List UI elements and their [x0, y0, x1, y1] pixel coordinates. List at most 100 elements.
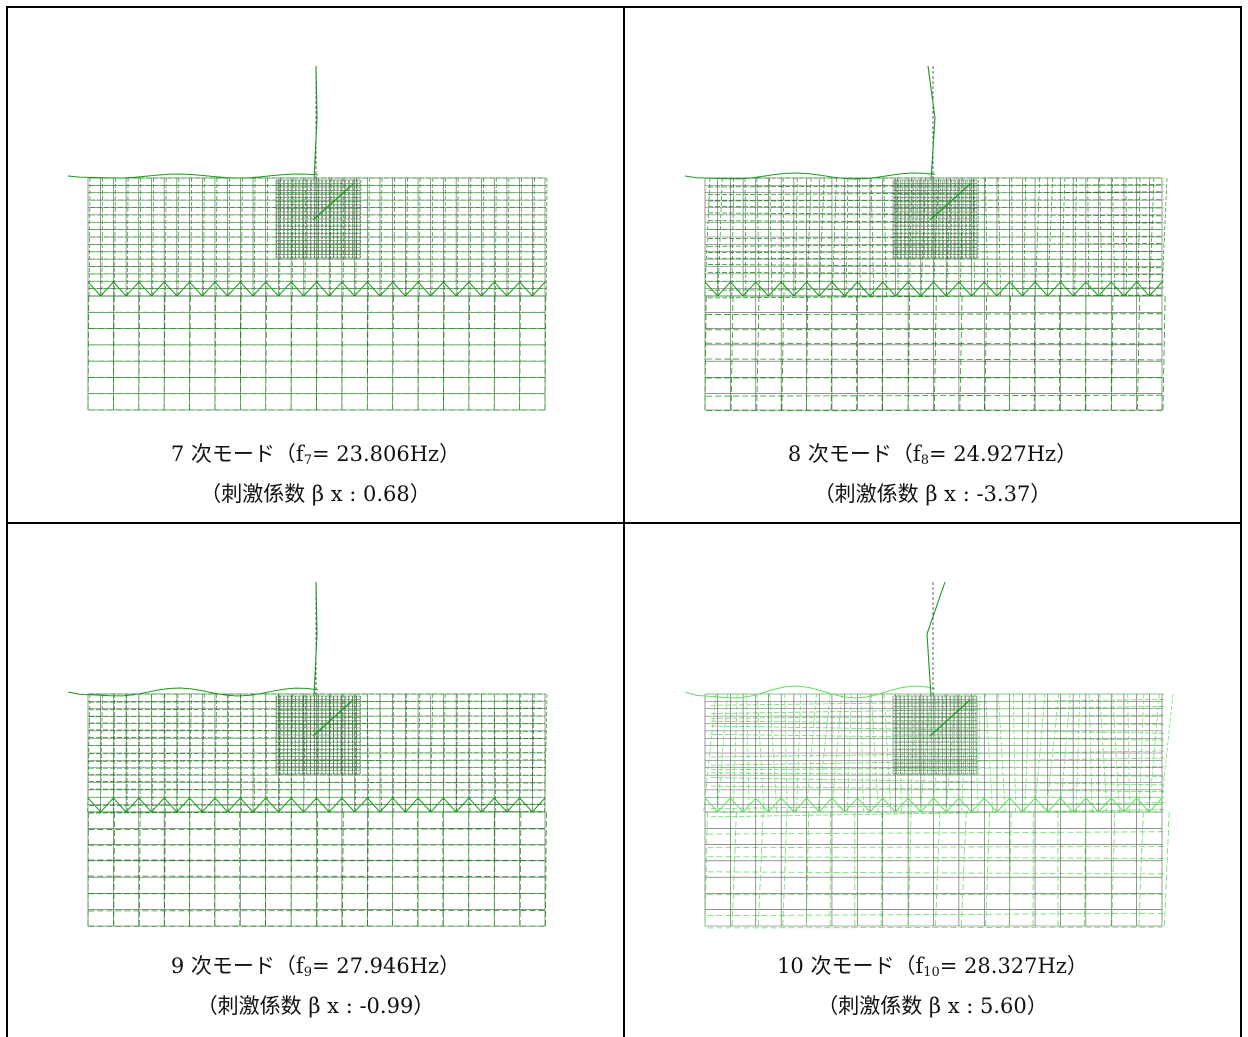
mesh-line-mode-shape — [241, 177, 243, 297]
mesh-line-mode-shape — [88, 788, 546, 791]
mesh-line-mode-shape — [1047, 177, 1054, 297]
mesh-line-mode-shape — [707, 264, 1164, 268]
mesh-line-mode-shape — [998, 693, 1006, 813]
mesh-line-mode-shape — [1111, 811, 1116, 927]
mesh-line-mode-shape — [730, 295, 734, 411]
mesh-line-mode-shape — [731, 811, 737, 927]
mesh-line-mode-shape — [520, 177, 522, 297]
mesh-line-mode-shape — [710, 720, 1166, 726]
structure-mesh-mode-shape — [928, 695, 931, 775]
transition-zigzag — [87, 797, 546, 813]
mesh-line-mode-shape — [1008, 811, 1012, 927]
ground-surface-mode-shape — [684, 685, 936, 699]
mesh-line-mode-shape — [316, 295, 318, 411]
mesh-line-mode-shape — [782, 177, 785, 297]
structure-mesh-mode-shape — [940, 695, 943, 775]
mesh-line-mode-shape — [1125, 177, 1127, 297]
mesh-line-mode-shape — [265, 295, 267, 411]
mesh-line-mode-shape — [418, 177, 421, 297]
mesh-line-mode-shape — [710, 766, 1166, 771]
mode-panel-7: 7 次モード（f7= 23.806Hz） （刺激係数 β x : 0.68） — [8, 8, 623, 522]
structure-mesh-mode-shape — [963, 695, 966, 775]
structure-mesh-mode-shape — [917, 695, 920, 775]
structure-mesh-mode-shape — [893, 179, 895, 259]
table-border-right — [1240, 6, 1242, 1037]
mesh-line-mode-shape — [531, 693, 535, 813]
mesh-line-mode-shape — [707, 856, 1164, 859]
mesh-line-mode-shape — [417, 693, 421, 813]
mesh-line-mode-shape — [379, 693, 382, 813]
mesh-line-mode-shape — [769, 693, 778, 813]
mesh-line-mode-shape — [710, 809, 1166, 818]
transition-zigzag — [704, 797, 1163, 813]
mesh-line-mode-shape — [707, 271, 1164, 276]
mesh-line-mode-shape — [1127, 693, 1131, 813]
mode-title-8: 8 次モード（f8= 24.927Hz） — [787, 442, 1078, 468]
mesh-line-mode-shape — [88, 752, 546, 755]
mesh-line-mode-shape — [1087, 177, 1090, 297]
mesh-line-mode-shape — [717, 693, 728, 813]
mesh-line-mode-shape — [164, 693, 166, 813]
mesh-line-mode-shape — [717, 177, 723, 297]
mesh-line-mode-shape — [138, 295, 140, 411]
table-border-middle-horizontal — [6, 522, 1242, 524]
mast-mode-shape — [313, 65, 318, 181]
mesh-line-mode-shape — [707, 926, 1164, 929]
mesh-line-mode-shape — [214, 295, 217, 411]
mesh-line-mode-shape — [870, 693, 879, 813]
mesh-line-mode-shape — [239, 295, 242, 411]
mesh-line-mode-shape — [805, 693, 817, 813]
mode-panel-8: 8 次モード（f8= 24.927Hz） （刺激係数 β x : -3.37） — [625, 8, 1240, 522]
mesh-line-mode-shape — [1074, 177, 1077, 297]
mesh-line-mode-shape — [960, 811, 967, 927]
mesh-line-mode-shape — [507, 177, 510, 297]
mesh-line-mode-shape — [431, 177, 434, 297]
mesh-line-mode-shape — [1046, 693, 1060, 813]
mesh-line-mode-shape — [1084, 811, 1086, 927]
table-border-left — [6, 6, 8, 1037]
mesh-line-mode-shape — [380, 177, 383, 297]
mesh-line-mode-shape — [1112, 177, 1116, 297]
mesh-line-mode-shape — [228, 177, 230, 297]
mesh-line-mode-shape — [240, 693, 242, 813]
mesh-line-mode-shape — [493, 811, 496, 927]
mesh-line-mode-shape — [88, 722, 546, 725]
structure-mesh-mode-shape — [931, 179, 933, 259]
mesh-line-mode-shape — [468, 295, 471, 411]
mesh-line-mode-shape — [1111, 295, 1114, 411]
mesh-line-mode-shape — [817, 693, 831, 813]
mast-mode-shape — [926, 581, 946, 697]
mesh-line-mode-shape — [806, 295, 809, 411]
transition-zigzag — [704, 281, 1163, 297]
mesh-line-mode-shape — [1162, 295, 1166, 411]
mesh-line-mode-shape — [392, 295, 394, 411]
structure-mesh-mode-shape — [924, 179, 926, 259]
structure-mesh-mode-shape — [962, 179, 964, 259]
structure-mesh-mode-shape — [978, 695, 981, 775]
structure-mesh-mode-shape — [969, 179, 972, 259]
mesh-line-mode-shape — [710, 772, 1166, 777]
mesh-line-mode-shape — [152, 177, 154, 297]
structure-mesh-mode-shape — [894, 695, 897, 775]
mesh-line-mode-shape — [392, 693, 395, 813]
mesh-line-mode-shape — [468, 693, 471, 813]
mesh-line-mode-shape — [126, 177, 129, 297]
mesh-line-mode-shape — [442, 693, 446, 813]
structure-mesh-mode-shape — [947, 179, 949, 259]
mesh-line-mode-shape — [847, 693, 852, 813]
structure-mesh-mode-shape — [908, 179, 911, 259]
mesh-line-mode-shape — [710, 785, 1166, 793]
mesh-line-mode-shape — [744, 177, 747, 297]
mesh-line-mode-shape — [265, 693, 268, 813]
structure-mesh-mode-shape — [925, 695, 927, 775]
mesh-line-mode-shape — [707, 287, 1164, 291]
mesh-line-mode-shape — [1112, 693, 1120, 813]
mesh-line-mode-shape — [756, 177, 760, 297]
participation-factor-8: （刺激係数 β x : -3.37） — [813, 482, 1052, 506]
mesh-line-mode-shape — [545, 177, 548, 297]
mesh-line-mode-shape — [544, 295, 547, 411]
mesh-line-mode-shape — [985, 177, 989, 297]
mesh-line-mode-shape — [710, 757, 1166, 766]
mesh-line-mode-shape — [201, 693, 205, 813]
mesh-line-mode-shape — [706, 342, 1163, 345]
